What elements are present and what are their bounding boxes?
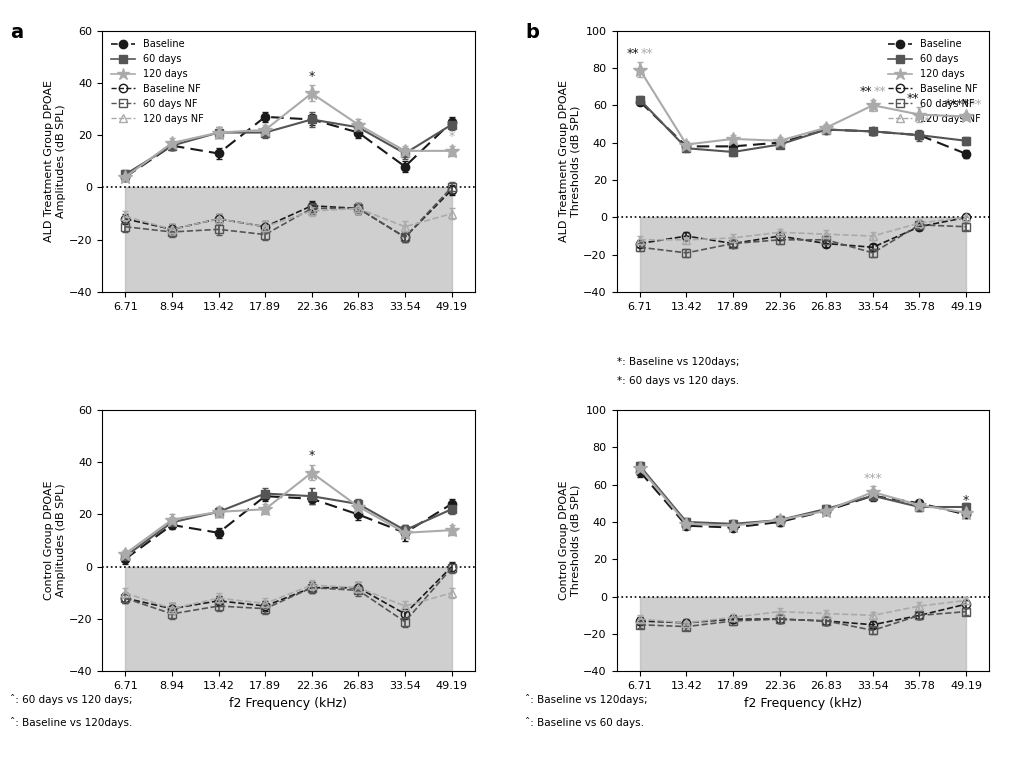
X-axis label: f2 Frequency (kHz): f2 Frequency (kHz)	[229, 697, 347, 710]
Text: *: *	[448, 130, 454, 143]
Text: ˆ: Baseline vs 120days.: ˆ: Baseline vs 120days.	[10, 717, 132, 728]
Text: *: Baseline vs 120days;: *: Baseline vs 120days;	[615, 357, 739, 367]
Legend: Baseline, 60 days, 120 days, Baseline NF, 60 days NF, 120 days NF: Baseline, 60 days, 120 days, Baseline NF…	[883, 35, 983, 127]
Y-axis label: Control Group DPOAE
Thresholds (dB SPL): Control Group DPOAE Thresholds (dB SPL)	[558, 481, 580, 600]
Text: *: *	[309, 70, 315, 83]
Text: **: **	[859, 85, 871, 98]
Text: ˆ: 60 days vs 120 days;: ˆ: 60 days vs 120 days;	[10, 694, 132, 705]
Text: **: **	[872, 85, 886, 98]
Text: *: *	[922, 114, 928, 127]
Text: *: *	[309, 449, 315, 462]
Text: b: b	[525, 23, 539, 42]
Text: a: a	[10, 23, 23, 42]
X-axis label: f2 Frequency (kHz): f2 Frequency (kHz)	[743, 697, 861, 710]
Text: **: **	[626, 47, 639, 60]
Text: **: **	[905, 92, 918, 105]
Text: **: **	[640, 47, 652, 60]
Y-axis label: ALD Treatment Group DPOAE
Thresholds (dB SPL): ALD Treatment Group DPOAE Thresholds (dB…	[558, 80, 580, 243]
Text: ˆ: Baseline vs 60 days.: ˆ: Baseline vs 60 days.	[525, 717, 644, 728]
Text: ˆ: Baseline vs 120days;: ˆ: Baseline vs 120days;	[525, 694, 647, 705]
Text: *: 60 days vs 120 days.: *: 60 days vs 120 days.	[615, 375, 738, 385]
Text: ****: ****	[944, 98, 968, 111]
Text: **: **	[968, 98, 980, 111]
Text: ***: ***	[863, 472, 881, 485]
Text: *: *	[962, 494, 968, 507]
Y-axis label: Control Group DPOAE
Amplitudes (dB SPL): Control Group DPOAE Amplitudes (dB SPL)	[45, 481, 66, 600]
Legend: Baseline, 60 days, 120 days, Baseline NF, 60 days NF, 120 days NF: Baseline, 60 days, 120 days, Baseline NF…	[107, 35, 207, 127]
Y-axis label: ALD Treatment Group DPOAE
Amplitudes (dB SPL): ALD Treatment Group DPOAE Amplitudes (dB…	[45, 80, 66, 243]
